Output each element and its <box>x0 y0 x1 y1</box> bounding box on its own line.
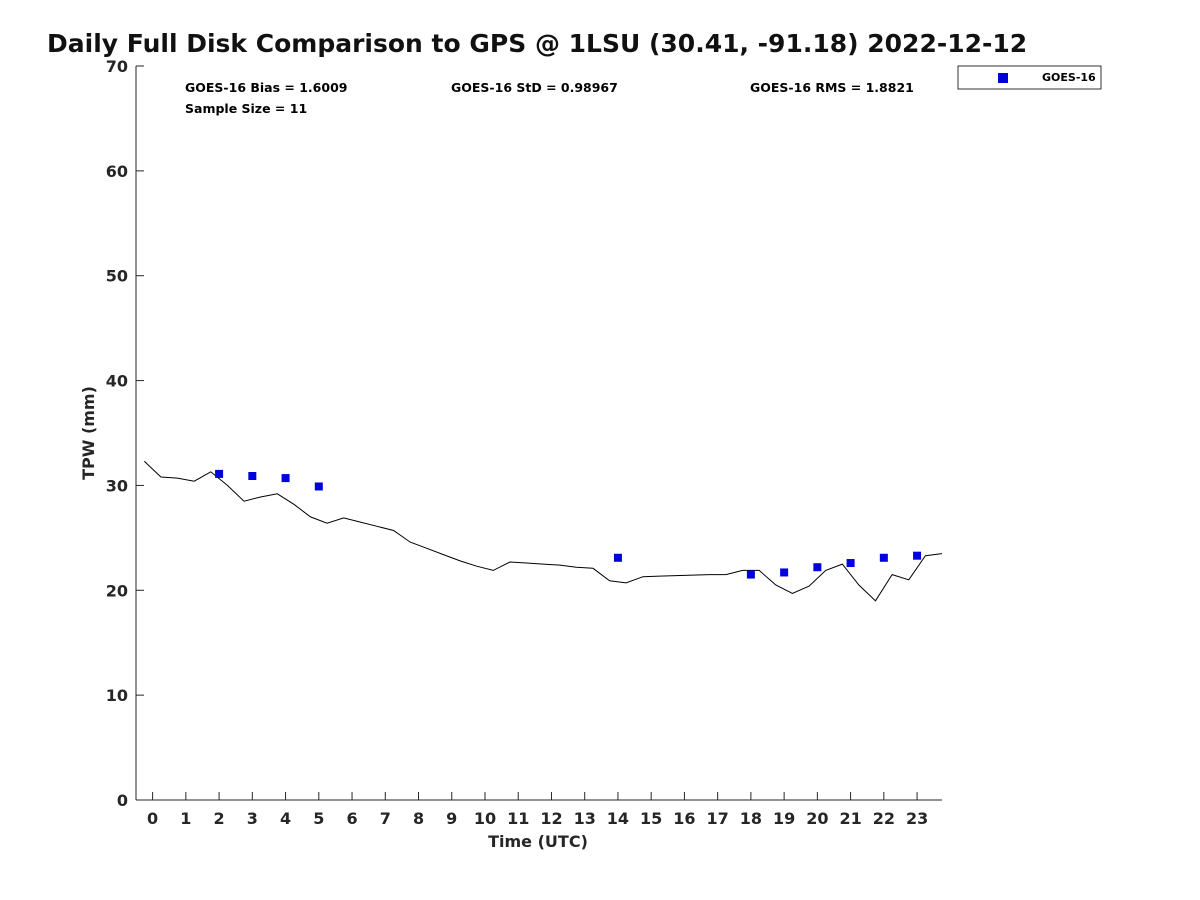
y-tick-label: 70 <box>106 57 128 76</box>
y-tick-label: 20 <box>106 581 128 600</box>
gps-line-path <box>143 460 943 602</box>
x-tick-label: 9 <box>446 809 457 828</box>
gps-series-line <box>143 460 943 602</box>
goes-point <box>281 474 290 483</box>
sample-size-stat: Sample Size = 11 <box>185 101 307 116</box>
x-tick-label: 21 <box>839 809 861 828</box>
x-tick-label: 4 <box>280 809 291 828</box>
x-tick-label: 15 <box>640 809 662 828</box>
x-tick-label: 18 <box>740 809 762 828</box>
x-tick-label: 7 <box>380 809 391 828</box>
goes-series-points <box>215 469 922 579</box>
y-tick-label: 60 <box>106 162 128 181</box>
x-tick-label: 13 <box>574 809 596 828</box>
x-tick-label: 8 <box>413 809 424 828</box>
x-axis-label: Time (UTC) <box>488 832 588 851</box>
y-tick-label: 30 <box>106 476 128 495</box>
legend: GOES-16 <box>957 65 1102 90</box>
x-tick-label: 10 <box>474 809 496 828</box>
x-tick-label: 6 <box>346 809 357 828</box>
x-tick-label: 19 <box>773 809 795 828</box>
y-axis-ticks: 0 10 20 30 40 50 60 70 <box>106 57 144 810</box>
x-tick-label: 20 <box>806 809 828 828</box>
chart-title: Daily Full Disk Comparison to GPS @ 1LSU… <box>47 29 1028 58</box>
x-tick-label: 14 <box>607 809 629 828</box>
axes <box>135 66 942 801</box>
legend-box <box>957 65 1102 90</box>
x-tick-label: 2 <box>214 809 225 828</box>
goes-point <box>813 563 822 572</box>
goes-point <box>215 469 224 478</box>
x-tick-label: 3 <box>247 809 258 828</box>
x-tick-label: 22 <box>873 809 895 828</box>
x-tick-label: 0 <box>147 809 158 828</box>
goes-point <box>846 559 855 568</box>
x-tick-label: 17 <box>707 809 729 828</box>
y-tick-label: 10 <box>106 686 128 705</box>
goes-point <box>780 568 789 577</box>
std-stat: GOES-16 StD = 0.98967 <box>451 80 618 95</box>
x-tick-label: 1 <box>180 809 191 828</box>
y-tick-label: 40 <box>106 372 128 391</box>
x-axis-ticks: 0 1 2 3 4 5 6 7 8 9 10 11 12 13 14 15 16 17 18 19 20 21 22 23 <box>147 792 928 828</box>
x-tick-label: 23 <box>906 809 928 828</box>
x-tick-label: 5 <box>313 809 324 828</box>
y-axis-label: TPW (mm) <box>79 386 98 480</box>
rms-stat: GOES-16 RMS = 1.8821 <box>750 80 914 95</box>
goes-point <box>879 553 888 562</box>
legend-swatch-goes <box>998 73 1008 83</box>
bias-stat: GOES-16 Bias = 1.6009 <box>185 80 347 95</box>
goes-point <box>746 570 755 579</box>
y-tick-label: 50 <box>106 267 128 286</box>
legend-label-goes: GOES-16 <box>1042 71 1096 84</box>
goes-point <box>248 471 257 480</box>
goes-point <box>913 551 922 560</box>
x-tick-label: 12 <box>540 809 562 828</box>
goes-point <box>314 482 323 491</box>
y-tick-label: 0 <box>117 791 128 810</box>
x-tick-label: 11 <box>507 809 529 828</box>
goes-point <box>613 553 622 562</box>
x-tick-label: 16 <box>673 809 695 828</box>
